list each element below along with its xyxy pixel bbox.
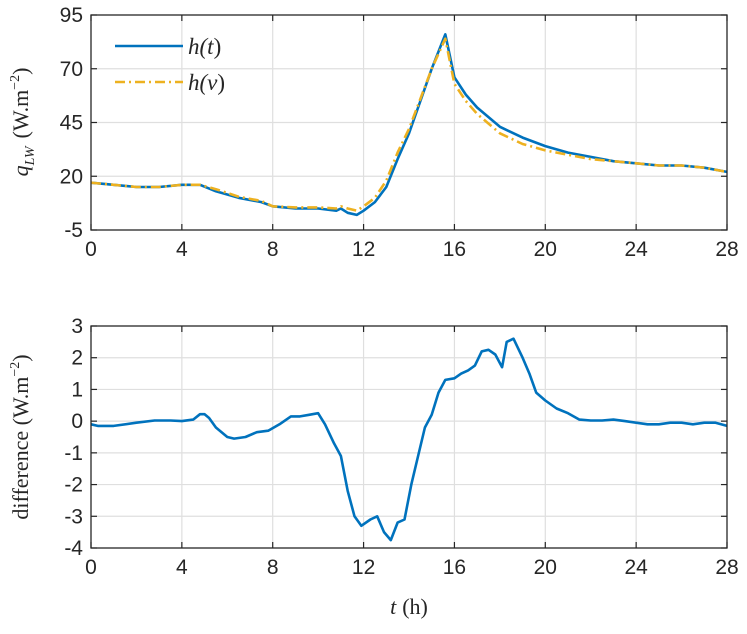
top-x-tick-label: 20	[534, 238, 557, 261]
bottom-x-tick-label: 20	[534, 556, 557, 579]
top-series-line-2	[90, 37, 728, 212]
bottom-y-tick-label: -1	[64, 442, 83, 465]
bottom-y-tick-label: 1	[71, 378, 83, 401]
legend: h(t) h(v)	[115, 34, 225, 95]
bottom-x-tick-label: 12	[352, 556, 375, 579]
bottom-x-tick-label: 4	[176, 556, 188, 579]
bottom-y-label-exponent: −2	[8, 362, 23, 377]
top-y-label-exponent: −2	[8, 75, 23, 90]
top-series-lines	[90, 32, 728, 217]
bottom-grid	[91, 326, 727, 548]
top-x-tick-label: 28	[715, 238, 738, 261]
top-x-tick-label: 16	[443, 238, 466, 261]
bottom-x-tick-label: 24	[624, 556, 648, 579]
bottom-x-axis-label: t (h)	[390, 594, 428, 619]
bottom-y-tick-label: 2	[71, 347, 83, 370]
top-ticks: 0 4 8 12 16 20 24 28 -5 20 45 70 95	[60, 4, 739, 261]
bottom-plot-frame	[90, 325, 728, 549]
bottom-y-axis-label: difference (W.m−2)	[8, 354, 33, 519]
legend-label-h-v: h(v)	[188, 70, 225, 95]
top-y-tick-label: 95	[60, 4, 83, 27]
top-x-tick-label: 8	[267, 238, 279, 261]
top-x-tick-label: 0	[85, 238, 97, 261]
bottom-y-label-text: difference (W.m	[8, 377, 33, 520]
top-y-tick-label: -5	[64, 219, 83, 242]
top-series-line-1	[90, 32, 728, 217]
top-y-label-symbol: q	[8, 165, 33, 176]
top-x-tick-label: 4	[176, 238, 188, 261]
top-y-axis-label: qLW (W.m−2)	[8, 68, 38, 177]
bottom-x-tick-label: 0	[85, 556, 97, 579]
bottom-y-tick-label: 3	[71, 315, 83, 338]
bottom-x-tick-label: 16	[443, 556, 466, 579]
bottom-y-tick-label: -4	[64, 537, 83, 560]
top-y-tick-label: 20	[60, 165, 83, 188]
bottom-y-tick-label: -2	[64, 474, 83, 497]
bottom-y-label-close: )	[8, 354, 33, 361]
bottom-series-lines	[90, 337, 728, 542]
top-x-tick-label: 24	[624, 238, 648, 261]
top-y-tick-label: 70	[60, 58, 83, 81]
top-grid	[91, 15, 727, 230]
bottom-series-line-1	[90, 337, 728, 542]
bottom-y-tick-label: 0	[71, 410, 83, 433]
bottom-y-tick-label: -3	[64, 505, 83, 528]
top-y-label-units: (W.m	[8, 90, 33, 139]
top-plot: 0 4 8 12 16 20 24 28 -5 20 45 70 95 qLW (W.m−2) h(t) …	[8, 4, 739, 261]
top-y-tick-label: 45	[60, 112, 83, 135]
top-y-label-subscript: LW	[23, 145, 38, 166]
legend-label-h-t: h(t)	[188, 34, 221, 59]
top-y-label-close: )	[8, 68, 33, 75]
bottom-x-tick-label: 28	[715, 556, 738, 579]
top-x-tick-label: 12	[352, 238, 375, 261]
bottom-x-tick-label: 8	[267, 556, 279, 579]
